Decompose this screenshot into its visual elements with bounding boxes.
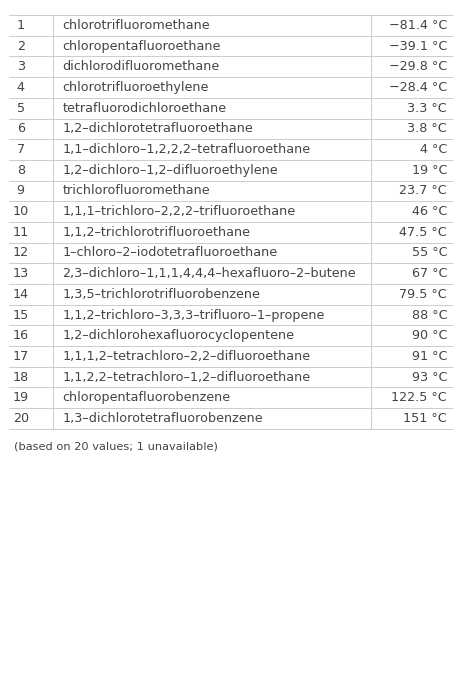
Text: −28.4 °C: −28.4 °C bbox=[389, 81, 447, 94]
Text: 18: 18 bbox=[12, 371, 29, 384]
Text: 1,2–dichloro–1,2–difluoroethylene: 1,2–dichloro–1,2–difluoroethylene bbox=[62, 164, 278, 177]
Text: 16: 16 bbox=[13, 329, 29, 342]
Text: 1,2–dichlorotetrafluoroethane: 1,2–dichlorotetrafluoroethane bbox=[62, 123, 253, 136]
Text: 1,1–dichloro–1,2,2,2–tetrafluoroethane: 1,1–dichloro–1,2,2,2–tetrafluoroethane bbox=[62, 143, 310, 156]
Text: chlorotrifluoroethylene: chlorotrifluoroethylene bbox=[62, 81, 209, 94]
Text: 88 °C: 88 °C bbox=[412, 308, 447, 321]
Text: 5: 5 bbox=[17, 101, 25, 114]
Text: 15: 15 bbox=[12, 308, 29, 321]
Text: −39.1 °C: −39.1 °C bbox=[389, 40, 447, 53]
Text: 8: 8 bbox=[17, 164, 25, 177]
Text: 3.3 °C: 3.3 °C bbox=[408, 101, 447, 114]
Text: 2,3–dichloro–1,1,1,4,4,4–hexafluoro–2–butene: 2,3–dichloro–1,1,1,4,4,4–hexafluoro–2–bu… bbox=[62, 267, 356, 280]
Text: 47.5 °C: 47.5 °C bbox=[399, 226, 447, 239]
Text: 10: 10 bbox=[12, 205, 29, 218]
Text: 17: 17 bbox=[12, 350, 29, 363]
Text: 151 °C: 151 °C bbox=[403, 412, 447, 425]
Text: dichlorodifluoromethane: dichlorodifluoromethane bbox=[62, 60, 219, 73]
Text: 90 °C: 90 °C bbox=[412, 329, 447, 342]
Text: 12: 12 bbox=[13, 247, 29, 260]
Text: 1,1,1,2–tetrachloro–2,2–difluoroethane: 1,1,1,2–tetrachloro–2,2–difluoroethane bbox=[62, 350, 310, 363]
Text: 79.5 °C: 79.5 °C bbox=[399, 288, 447, 301]
Text: 1,3–dichlorotetrafluorobenzene: 1,3–dichlorotetrafluorobenzene bbox=[62, 412, 263, 425]
Text: 1,3,5–trichlorotrifluorobenzene: 1,3,5–trichlorotrifluorobenzene bbox=[62, 288, 260, 301]
Text: 3.8 °C: 3.8 °C bbox=[408, 123, 447, 136]
Text: chloropentafluoroethane: chloropentafluoroethane bbox=[62, 40, 221, 53]
Text: 1–chloro–2–iodotetrafluoroethane: 1–chloro–2–iodotetrafluoroethane bbox=[62, 247, 278, 260]
Text: 55 °C: 55 °C bbox=[412, 247, 447, 260]
Text: 2: 2 bbox=[17, 40, 25, 53]
Text: 20: 20 bbox=[13, 412, 29, 425]
Text: tetrafluorodichloroethane: tetrafluorodichloroethane bbox=[62, 101, 226, 114]
Text: 23.7 °C: 23.7 °C bbox=[399, 184, 447, 197]
Text: 1,1,2–trichlorotrifluoroethane: 1,1,2–trichlorotrifluoroethane bbox=[62, 226, 250, 239]
Text: 91 °C: 91 °C bbox=[412, 350, 447, 363]
Text: trichlorofluoromethane: trichlorofluoromethane bbox=[62, 184, 210, 197]
Text: 19: 19 bbox=[13, 391, 29, 404]
Text: chloropentafluorobenzene: chloropentafluorobenzene bbox=[62, 391, 230, 404]
Text: 1,1,1–trichloro–2,2,2–trifluoroethane: 1,1,1–trichloro–2,2,2–trifluoroethane bbox=[62, 205, 296, 218]
Text: 1,1,2–trichloro–3,3,3–trifluoro–1–propene: 1,1,2–trichloro–3,3,3–trifluoro–1–propen… bbox=[62, 308, 325, 321]
Text: chlorotrifluoromethane: chlorotrifluoromethane bbox=[62, 19, 210, 32]
Text: 14: 14 bbox=[13, 288, 29, 301]
Text: 11: 11 bbox=[12, 226, 29, 239]
Text: −81.4 °C: −81.4 °C bbox=[389, 19, 447, 32]
Text: 9: 9 bbox=[17, 184, 25, 197]
Text: 7: 7 bbox=[17, 143, 25, 156]
Text: 122.5 °C: 122.5 °C bbox=[391, 391, 447, 404]
Text: 6: 6 bbox=[17, 123, 25, 136]
Text: 1,1,2,2–tetrachloro–1,2–difluoroethane: 1,1,2,2–tetrachloro–1,2–difluoroethane bbox=[62, 371, 310, 384]
Text: 4 °C: 4 °C bbox=[420, 143, 447, 156]
Text: 67 °C: 67 °C bbox=[412, 267, 447, 280]
Text: 3: 3 bbox=[17, 60, 25, 73]
Text: 1: 1 bbox=[17, 19, 25, 32]
Text: 46 °C: 46 °C bbox=[412, 205, 447, 218]
Text: −29.8 °C: −29.8 °C bbox=[389, 60, 447, 73]
Text: 4: 4 bbox=[17, 81, 25, 94]
Text: (based on 20 values; 1 unavailable): (based on 20 values; 1 unavailable) bbox=[14, 441, 218, 451]
Text: 13: 13 bbox=[12, 267, 29, 280]
Text: 93 °C: 93 °C bbox=[412, 371, 447, 384]
Text: 19 °C: 19 °C bbox=[412, 164, 447, 177]
Text: 1,2–dichlorohexafluorocyclopentene: 1,2–dichlorohexafluorocyclopentene bbox=[62, 329, 294, 342]
